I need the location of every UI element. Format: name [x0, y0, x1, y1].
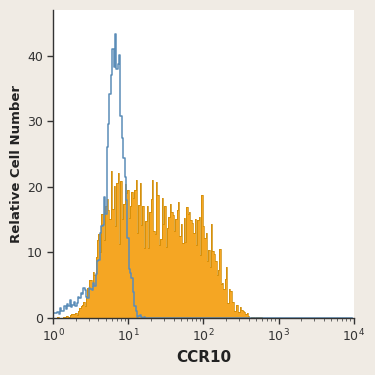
X-axis label: CCR10: CCR10: [176, 350, 231, 365]
Y-axis label: Relative Cell Number: Relative Cell Number: [10, 85, 23, 243]
